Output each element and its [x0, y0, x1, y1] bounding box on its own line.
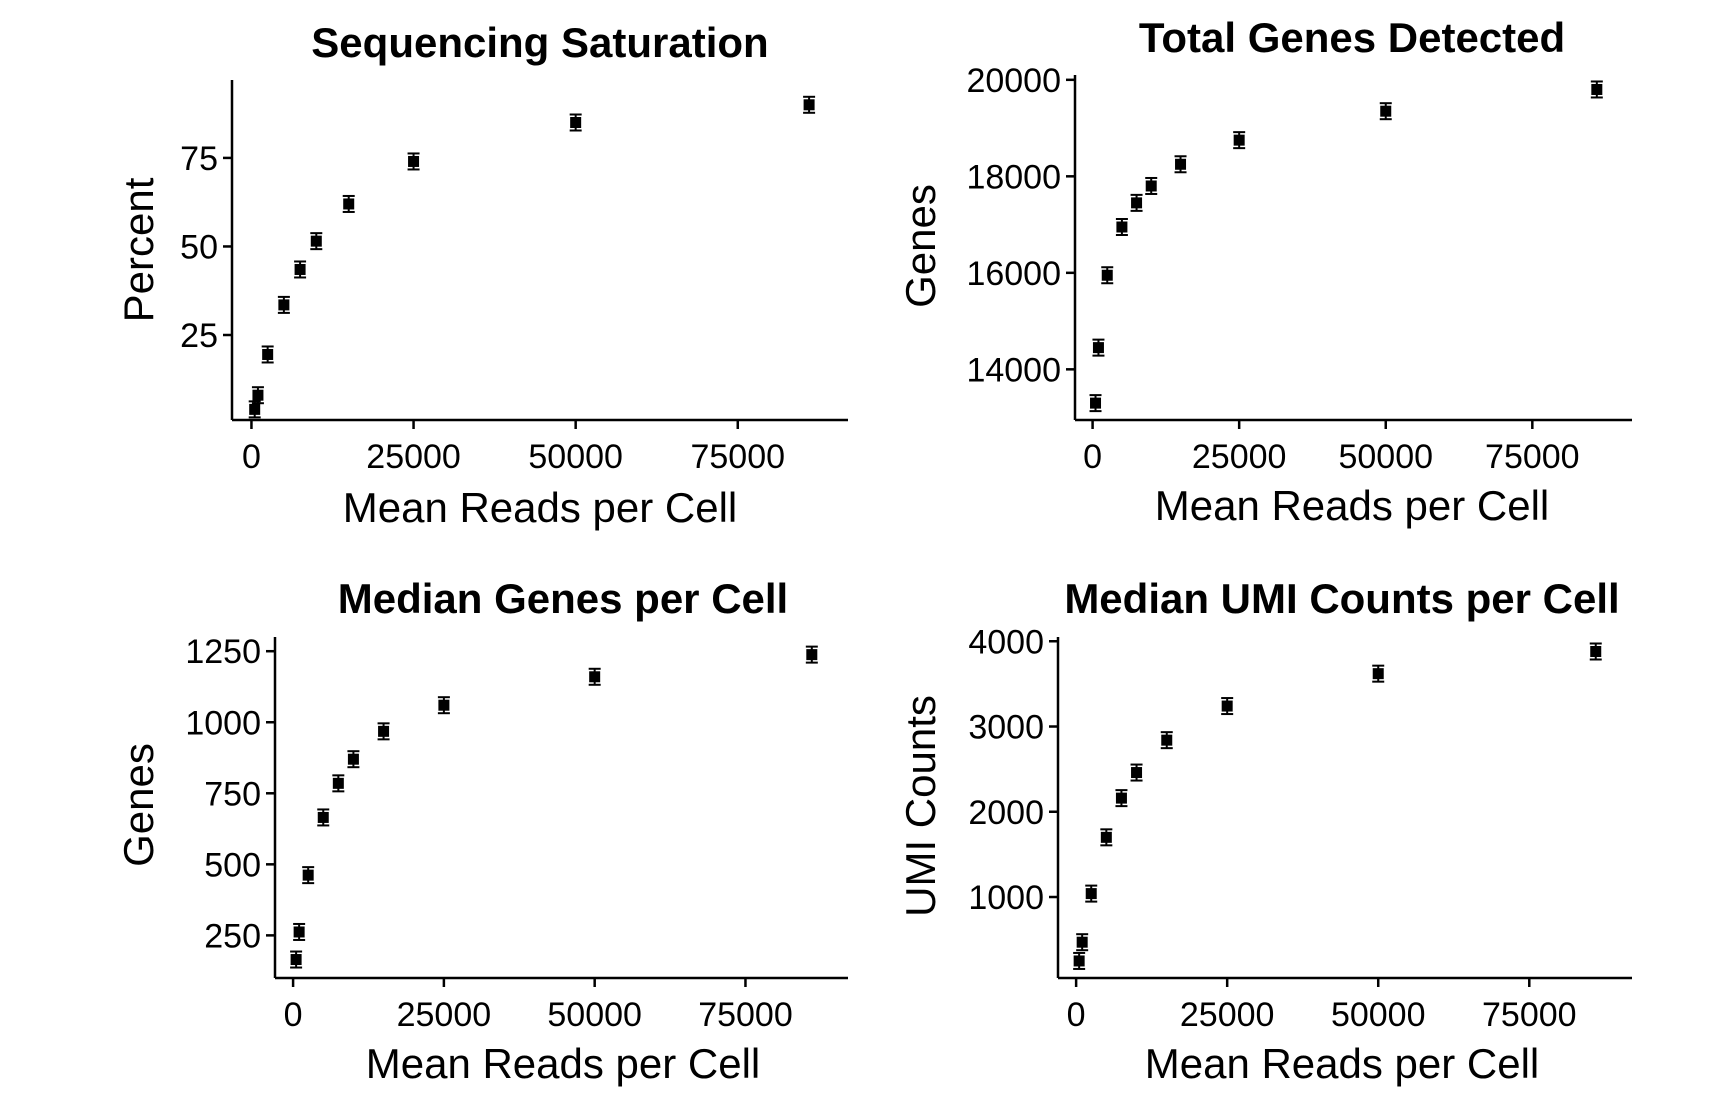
- data-point: [805, 645, 818, 664]
- x-tick-label: 25000: [1192, 438, 1287, 476]
- data-point: [1160, 731, 1173, 750]
- data-point: [277, 295, 290, 314]
- panel-title: Sequencing Saturation: [311, 19, 768, 66]
- y-tick-label: 25: [180, 317, 218, 355]
- y-axis-label: UMI Counts: [897, 695, 944, 917]
- data-point: [407, 152, 420, 171]
- y-tick-label: 500: [204, 846, 261, 884]
- data-point: [294, 260, 307, 279]
- y-tick-label: 18000: [966, 158, 1061, 196]
- data-point: [1379, 102, 1392, 121]
- x-axis-label: Mean Reads per Cell: [1145, 1040, 1540, 1087]
- y-axis-label: Genes: [897, 184, 944, 308]
- data-point: [1073, 951, 1086, 970]
- y-tick-label: 75: [180, 140, 218, 178]
- data-point: [1145, 176, 1158, 195]
- x-tick-label: 0: [1083, 438, 1102, 476]
- y-axis-label: Genes: [115, 743, 162, 867]
- data-point: [803, 95, 816, 114]
- panel-title: Median UMI Counts per Cell: [1064, 575, 1619, 622]
- x-tick-label: 50000: [547, 996, 642, 1034]
- x-tick-label: 50000: [528, 438, 623, 476]
- data-point: [317, 808, 330, 827]
- y-tick-label: 1250: [185, 633, 261, 671]
- data-point: [293, 922, 306, 941]
- y-tick-label: 20000: [966, 62, 1061, 100]
- data-point: [437, 696, 450, 715]
- data-point: [1130, 193, 1143, 212]
- x-tick-label: 50000: [1331, 996, 1426, 1034]
- data-point: [347, 750, 360, 769]
- panel-median-umi-counts-per-cell: Median UMI Counts per Cell Mean Reads pe…: [897, 575, 1632, 1087]
- y-tick-label: 750: [204, 775, 261, 813]
- x-axis-label: Mean Reads per Cell: [343, 484, 738, 531]
- data-point: [1590, 80, 1603, 99]
- data-point: [261, 345, 274, 364]
- y-tick-label: 1000: [968, 879, 1044, 917]
- data-point: [310, 232, 323, 251]
- data-point: [1174, 155, 1187, 174]
- data-point: [1115, 217, 1128, 236]
- y-tick-label: 1000: [185, 704, 261, 742]
- data-point: [1221, 697, 1234, 716]
- data-point: [377, 722, 390, 741]
- y-tick-label: 16000: [966, 255, 1061, 293]
- data-point: [302, 866, 315, 885]
- data-point: [569, 113, 582, 132]
- panel-total-genes-detected: Total Genes Detected Mean Reads per Cell…: [897, 14, 1632, 529]
- data-point: [1085, 884, 1098, 903]
- y-tick-label: 50: [180, 228, 218, 266]
- panel-median-genes-per-cell: Median Genes per Cell Mean Reads per Cel…: [115, 575, 848, 1087]
- y-tick-label: 250: [204, 917, 261, 955]
- data-point: [1101, 266, 1114, 285]
- panel-title: Total Genes Detected: [1139, 14, 1565, 61]
- y-tick-label: 2000: [968, 794, 1044, 832]
- data-point: [1100, 828, 1113, 847]
- data-point: [1589, 642, 1602, 661]
- x-tick-label: 50000: [1338, 438, 1433, 476]
- x-tick-label: 0: [284, 996, 303, 1034]
- x-tick-label: 75000: [1485, 438, 1580, 476]
- data-point: [1233, 131, 1246, 150]
- x-tick-label: 25000: [1180, 996, 1275, 1034]
- x-tick-label: 75000: [1482, 996, 1577, 1034]
- data-point: [1076, 933, 1089, 952]
- data-point: [1372, 664, 1385, 683]
- y-tick-label: 14000: [966, 351, 1061, 389]
- data-point: [1115, 789, 1128, 808]
- y-tick-label: 3000: [968, 709, 1044, 747]
- y-axis-label: Percent: [115, 177, 162, 322]
- x-tick-label: 0: [242, 438, 261, 476]
- data-point: [1089, 394, 1102, 413]
- data-point: [342, 194, 355, 213]
- data-point: [290, 950, 303, 969]
- y-tick-label: 4000: [968, 623, 1044, 661]
- data-point: [588, 667, 601, 686]
- data-point: [332, 774, 345, 793]
- x-tick-label: 25000: [397, 996, 492, 1034]
- x-tick-label: 0: [1067, 996, 1086, 1034]
- panel-title: Median Genes per Cell: [338, 575, 788, 622]
- x-axis-label: Mean Reads per Cell: [1155, 482, 1550, 529]
- x-tick-label: 75000: [698, 996, 793, 1034]
- data-point: [1130, 763, 1143, 782]
- panel-sequencing-saturation: Sequencing Saturation Mean Reads per Cel…: [115, 19, 848, 531]
- x-tick-label: 25000: [366, 438, 461, 476]
- data-point: [1092, 338, 1105, 357]
- data-point: [251, 386, 264, 405]
- x-tick-label: 75000: [690, 438, 785, 476]
- x-axis-label: Mean Reads per Cell: [366, 1040, 761, 1087]
